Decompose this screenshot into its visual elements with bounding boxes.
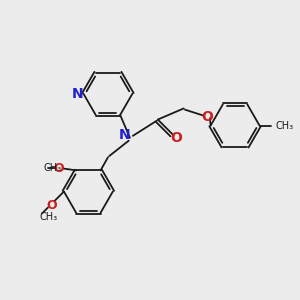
Text: O: O <box>46 199 56 212</box>
Text: O: O <box>201 110 213 124</box>
Text: CH₃: CH₃ <box>40 212 58 222</box>
Text: N: N <box>71 87 83 101</box>
Text: O: O <box>170 131 182 145</box>
Text: CH₃: CH₃ <box>275 121 293 130</box>
Text: O: O <box>53 162 64 175</box>
Text: CH₃: CH₃ <box>43 163 61 173</box>
Text: N: N <box>119 128 130 142</box>
